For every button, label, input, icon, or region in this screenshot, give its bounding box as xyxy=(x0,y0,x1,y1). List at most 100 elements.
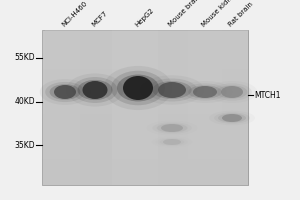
Bar xyxy=(42,57,248,60)
Bar xyxy=(42,81,248,84)
Bar xyxy=(42,126,248,129)
Ellipse shape xyxy=(66,73,124,107)
Text: Mouse kidney: Mouse kidney xyxy=(201,0,239,28)
Text: MCF7: MCF7 xyxy=(91,10,109,28)
Bar xyxy=(42,108,248,111)
Bar xyxy=(42,162,248,165)
Ellipse shape xyxy=(222,114,242,122)
Bar xyxy=(42,120,248,123)
Bar xyxy=(222,30,248,185)
Bar xyxy=(42,147,248,150)
Ellipse shape xyxy=(177,81,232,103)
Ellipse shape xyxy=(54,85,76,99)
Bar xyxy=(42,54,248,57)
Text: HepG2: HepG2 xyxy=(134,7,155,28)
Ellipse shape xyxy=(82,81,107,99)
Ellipse shape xyxy=(140,75,204,105)
Bar xyxy=(42,39,248,42)
Bar xyxy=(42,144,248,147)
Ellipse shape xyxy=(152,81,192,99)
Ellipse shape xyxy=(45,82,85,102)
Bar xyxy=(42,156,248,159)
Bar xyxy=(42,30,248,185)
Ellipse shape xyxy=(147,78,197,102)
Ellipse shape xyxy=(158,82,186,98)
Bar xyxy=(42,129,248,132)
Ellipse shape xyxy=(212,83,252,101)
Bar xyxy=(42,123,248,126)
Bar xyxy=(42,87,248,90)
Ellipse shape xyxy=(157,124,188,132)
Bar xyxy=(42,111,248,114)
Bar xyxy=(42,150,248,153)
Bar xyxy=(42,141,248,144)
Bar xyxy=(42,96,248,99)
Ellipse shape xyxy=(50,84,80,100)
Ellipse shape xyxy=(183,83,226,101)
Text: Rat brain: Rat brain xyxy=(228,1,254,28)
Ellipse shape xyxy=(156,138,188,146)
Bar xyxy=(42,51,248,54)
Ellipse shape xyxy=(103,66,172,110)
Bar xyxy=(42,78,248,81)
Ellipse shape xyxy=(40,79,90,105)
Bar xyxy=(42,63,248,66)
Bar xyxy=(42,171,248,174)
Ellipse shape xyxy=(218,114,246,122)
Bar xyxy=(112,30,158,185)
Bar xyxy=(42,165,248,168)
Text: NCI-H460: NCI-H460 xyxy=(61,0,88,28)
Text: 40KD: 40KD xyxy=(14,98,35,106)
Bar xyxy=(188,30,222,185)
Ellipse shape xyxy=(217,85,248,99)
Ellipse shape xyxy=(117,75,159,101)
Bar xyxy=(42,159,248,162)
Ellipse shape xyxy=(161,124,183,132)
Bar xyxy=(42,66,248,69)
Bar xyxy=(42,75,248,78)
Ellipse shape xyxy=(193,86,217,98)
Bar xyxy=(42,174,248,177)
Text: MTCH1: MTCH1 xyxy=(254,90,280,99)
Ellipse shape xyxy=(188,85,222,99)
Bar xyxy=(42,105,248,108)
Bar xyxy=(45,30,80,185)
Bar xyxy=(42,99,248,102)
Bar xyxy=(42,177,248,180)
Text: 35KD: 35KD xyxy=(14,140,35,150)
Bar xyxy=(42,72,248,75)
Bar xyxy=(42,102,248,105)
Bar xyxy=(42,69,248,72)
Bar xyxy=(42,138,248,141)
Bar xyxy=(42,114,248,117)
Bar xyxy=(42,30,248,33)
Bar xyxy=(42,93,248,96)
Bar xyxy=(42,180,248,183)
Bar xyxy=(42,36,248,39)
Bar xyxy=(42,60,248,63)
Ellipse shape xyxy=(152,122,192,134)
Bar xyxy=(42,153,248,156)
Ellipse shape xyxy=(77,80,112,100)
Bar xyxy=(42,84,248,87)
Ellipse shape xyxy=(111,71,165,105)
Text: Mouse brain: Mouse brain xyxy=(168,0,202,28)
Bar xyxy=(42,135,248,138)
Ellipse shape xyxy=(207,81,257,103)
Bar xyxy=(42,42,248,45)
Ellipse shape xyxy=(221,86,243,98)
Bar xyxy=(42,183,248,186)
Ellipse shape xyxy=(73,77,118,103)
Bar xyxy=(42,33,248,36)
Ellipse shape xyxy=(123,76,153,100)
Ellipse shape xyxy=(163,139,181,145)
Bar xyxy=(42,90,248,93)
Bar xyxy=(158,30,188,185)
Bar xyxy=(42,168,248,171)
Text: 55KD: 55KD xyxy=(14,53,35,62)
Bar xyxy=(42,132,248,135)
Ellipse shape xyxy=(214,112,250,124)
Ellipse shape xyxy=(159,139,184,145)
Bar xyxy=(80,30,112,185)
Bar xyxy=(42,45,248,48)
